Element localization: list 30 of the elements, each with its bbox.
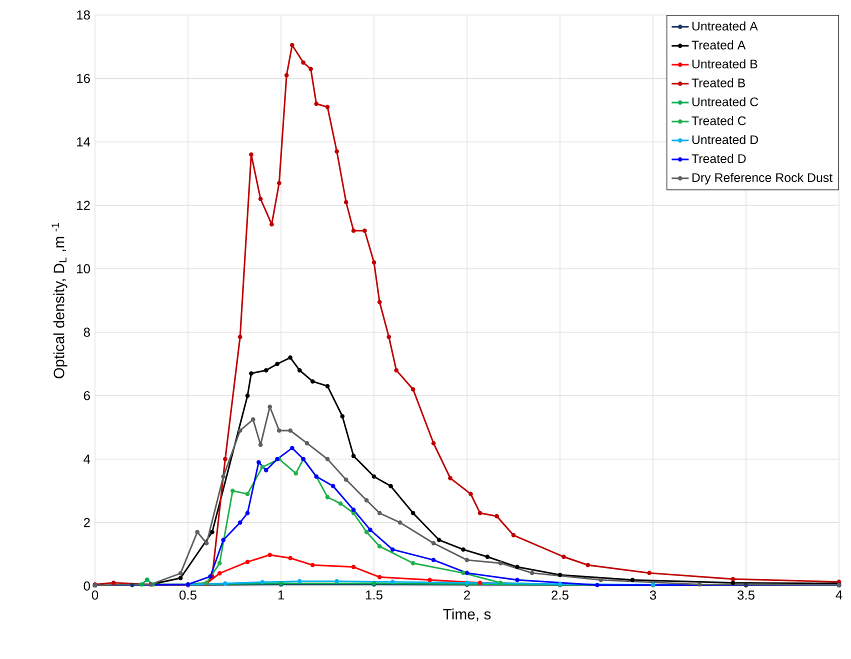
x-tick-label: 1: [278, 590, 284, 600]
legend-label: Untreated A: [692, 21, 758, 31]
legend-label: Dry Reference Rock Dust: [692, 172, 833, 184]
x-axis-title: Time, s: [443, 608, 491, 622]
legend-label: Untreated B: [692, 59, 758, 68]
y-tick-label: 12: [77, 200, 90, 210]
y-axis-title: Optical density, D$_{L}$ ,m $^{-1}$: [52, 223, 68, 378]
y-tick-label: 0: [84, 581, 90, 591]
x-tick-label: 4: [836, 590, 842, 600]
legend-label: Treated C: [692, 116, 746, 126]
y-tick-label: 18: [77, 10, 90, 20]
x-tick-label: 0: [92, 590, 98, 600]
y-tick-label: 10: [77, 264, 90, 274]
x-tick-label: 1.5: [366, 590, 382, 600]
y-tick-label: 16: [77, 74, 90, 84]
legend-label: Untreated D: [692, 134, 758, 144]
legend-label: Treated D: [692, 154, 746, 164]
legend-label: Treated B: [692, 78, 746, 88]
legend-label: Treated A: [692, 40, 746, 50]
x-tick-label: 0.5: [180, 590, 196, 600]
x-tick-label: 3: [650, 590, 656, 600]
y-tick-label: 6: [84, 391, 90, 400]
y-tick-label: 8: [84, 328, 90, 337]
legend-label: Untreated C: [692, 97, 758, 106]
x-tick-label: 2: [464, 590, 470, 600]
y-tick-label: 4: [84, 454, 90, 464]
x-tick-label: 2.5: [552, 590, 568, 600]
y-tick-label: 2: [84, 518, 90, 528]
x-tick-label: 3.5: [738, 590, 754, 600]
y-tick-label: 14: [77, 137, 90, 146]
